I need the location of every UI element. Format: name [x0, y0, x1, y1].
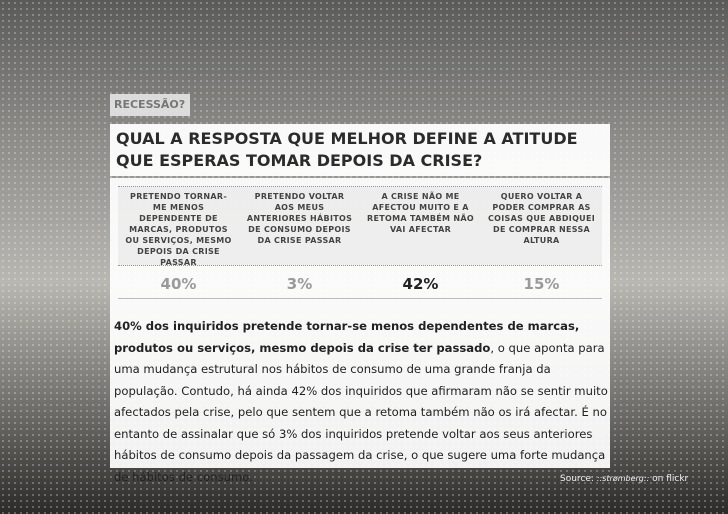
source-label: Source:: [560, 474, 594, 484]
percentages: 40% 3% 42% 15%: [118, 270, 602, 299]
option-text: A CRISE NÃO ME AFECTOU MUITO E A RETOMA …: [367, 192, 474, 234]
tag: RECESSÃO?: [110, 94, 190, 116]
paragraph-text: , o que aponta para uma mudança estrutur…: [114, 340, 608, 484]
source-author: ::strømberg::: [596, 474, 650, 483]
source-suffix: on flickr: [652, 474, 689, 484]
option-text: QUERO VOLTAR A PODER COMPRAR AS COISAS Q…: [487, 192, 596, 245]
paragraph-bold: 40% dos inquiridos pretende tornar-se me…: [114, 319, 580, 355]
option-percent: 40%: [160, 275, 197, 293]
option-text: PRETENDO TORNAR-ME MENOS DEPENDENTE DE M…: [125, 192, 232, 267]
source: Source: ::strømberg:: on flickr: [560, 474, 688, 484]
option-percent: 15%: [523, 275, 560, 293]
title: QUAL A RESPOSTA QUE MELHOR DEFINE A ATIT…: [110, 124, 610, 176]
paragraph: 40% dos inquiridos pretende tornar-se me…: [114, 316, 608, 488]
option-percent: 42%: [402, 275, 439, 293]
panel: PRETENDO TORNAR-ME MENOS DEPENDENTE DE M…: [110, 178, 610, 484]
option-percent: 3%: [286, 275, 313, 293]
option-text: PRETENDO VOLTAR AOS MEUS ANTERIORES HÁBI…: [246, 192, 353, 245]
options: PRETENDO TORNAR-ME MENOS DEPENDENTE DE M…: [118, 186, 602, 267]
